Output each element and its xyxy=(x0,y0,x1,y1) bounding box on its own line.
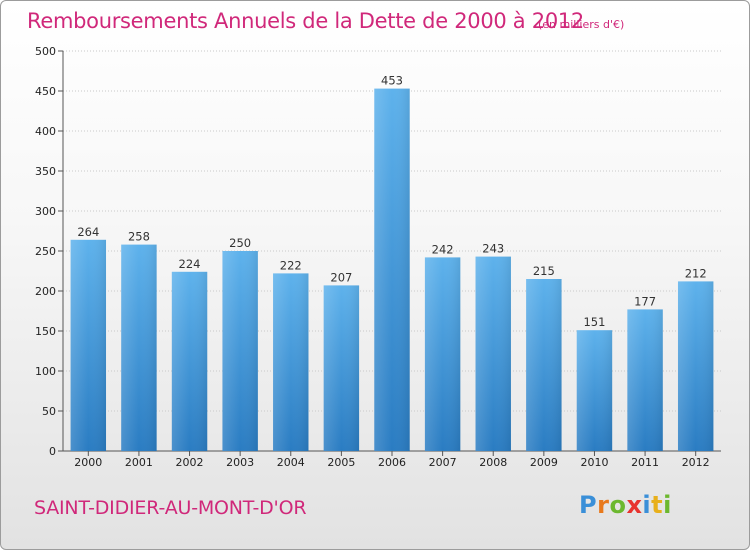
value-label-2012: 212 xyxy=(685,266,707,280)
proxiti-logo: Proxiti xyxy=(579,491,672,519)
y-tick-label: 300 xyxy=(35,205,56,218)
chart-unit: (en milliers d'€) xyxy=(538,18,625,31)
x-tick-label-2009: 2009 xyxy=(530,456,558,469)
logo-letter: x xyxy=(626,491,643,519)
x-tick-label-2007: 2007 xyxy=(429,456,457,469)
bar-shine-2012 xyxy=(677,281,714,451)
bar-shine-2003 xyxy=(222,251,258,451)
bar-shine-2008 xyxy=(475,256,511,451)
logo-letter: o xyxy=(609,491,627,519)
logo-letter: i xyxy=(642,491,652,519)
x-tick-label-2010: 2010 xyxy=(580,456,608,469)
value-label-2003: 250 xyxy=(229,236,251,250)
value-label-2008: 243 xyxy=(482,242,504,256)
y-tick-label: 450 xyxy=(35,85,56,98)
bar-shine-2011 xyxy=(627,309,663,451)
y-tick-label: 150 xyxy=(35,325,56,338)
x-tick-label-2011: 2011 xyxy=(631,456,659,469)
x-tick-label-2004: 2004 xyxy=(277,456,305,469)
x-tick-label-2001: 2001 xyxy=(125,456,153,469)
bar-shine-2004 xyxy=(273,273,309,451)
value-label-2001: 258 xyxy=(128,230,150,244)
y-tick-label: 100 xyxy=(35,365,56,378)
chart-title: Remboursements Annuels de la Dette de 20… xyxy=(27,9,584,33)
bar-shine-2010 xyxy=(576,330,613,451)
value-label-2011: 177 xyxy=(634,294,656,308)
x-axis-ticks: 2000 2001 2002 2003 2004 2005 2006 2007 2008 2009… xyxy=(74,451,710,469)
value-label-2007: 242 xyxy=(432,242,454,256)
x-tick-label-2002: 2002 xyxy=(176,456,204,469)
x-tick-label-2003: 2003 xyxy=(226,456,254,469)
bar-shine-2006 xyxy=(374,88,410,451)
bar-shine-2009 xyxy=(526,279,562,451)
y-tick-label: 500 xyxy=(35,45,56,58)
y-tick-label: 250 xyxy=(35,245,56,258)
logo-letter: i xyxy=(663,491,672,519)
value-label-2010: 151 xyxy=(583,315,605,329)
y-tick-label: 200 xyxy=(35,285,56,298)
value-label-2006: 453 xyxy=(381,74,403,88)
bar-shine-2000 xyxy=(70,239,107,451)
bars xyxy=(70,88,714,451)
x-tick-label-2006: 2006 xyxy=(378,456,406,469)
logo-letter: P xyxy=(579,491,598,519)
x-tick-label-2008: 2008 xyxy=(479,456,507,469)
bar-shine-2001 xyxy=(121,244,157,451)
value-label-2009: 215 xyxy=(533,264,555,278)
y-tick-label: 0 xyxy=(49,445,56,458)
y-axis-ticks: 0 50 100 150 200 250 300 350 400 450 500 xyxy=(35,45,63,458)
logo-letter: t xyxy=(651,491,664,519)
value-label-2005: 207 xyxy=(330,270,352,284)
commune-name: SAINT-DIDIER-AU-MONT-D'OR xyxy=(34,497,307,519)
x-tick-label-2012: 2012 xyxy=(682,456,710,469)
bar-shine-2002 xyxy=(171,271,208,451)
bar-shine-2005 xyxy=(323,285,360,451)
x-tick-label-2005: 2005 xyxy=(327,456,355,469)
value-labels: 264 258 224 250 222 207 453 242 243 215 151 177 212 xyxy=(77,74,706,330)
bar-shine-2007 xyxy=(424,257,461,451)
value-label-2004: 222 xyxy=(280,258,302,272)
y-tick-label: 50 xyxy=(42,405,56,418)
y-tick-label: 400 xyxy=(35,125,56,138)
y-tick-label: 350 xyxy=(35,165,56,178)
x-tick-label-2000: 2000 xyxy=(74,456,102,469)
value-label-2000: 264 xyxy=(77,225,99,239)
logo-letter: r xyxy=(597,491,610,519)
value-label-2002: 224 xyxy=(179,257,201,271)
